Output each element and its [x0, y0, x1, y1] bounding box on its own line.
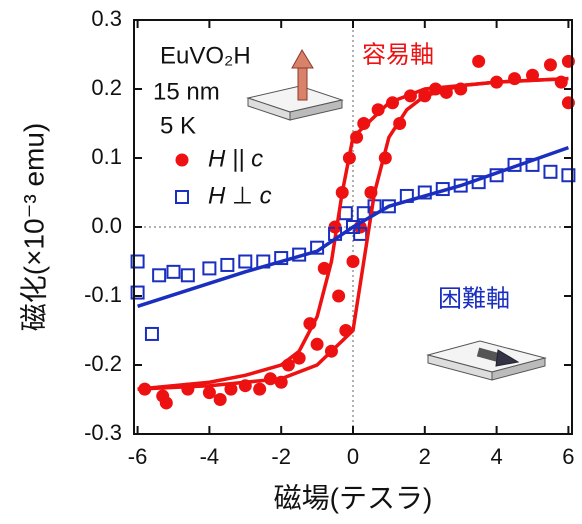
plot-frame: [133, 19, 573, 435]
data-point: [144, 326, 159, 341]
data-point: [238, 254, 253, 269]
data-point: [166, 264, 181, 279]
data-point: [357, 117, 371, 130]
y-tick-label: -0.1: [84, 282, 122, 307]
x-tick-label: 4: [490, 444, 502, 469]
annotation: 5 K: [160, 112, 196, 139]
data-point: [180, 268, 195, 283]
annotation: EuVO₂H: [160, 42, 251, 69]
data-point: [561, 168, 576, 183]
data-point: [338, 206, 353, 221]
data-point: [202, 386, 216, 400]
fit-line: [137, 145, 569, 309]
x-axis-label: 磁場(テスラ): [274, 482, 433, 513]
data-point: [310, 337, 324, 351]
arrow-shaft: [476, 347, 502, 363]
y-tick-label: 0.2: [91, 75, 122, 100]
legend-marker: [175, 153, 189, 167]
x-tick-label: 0: [347, 444, 359, 469]
y-axis-label: 磁化(×10⁻³ emu): [18, 123, 49, 332]
annotation: 15 nm: [153, 78, 220, 105]
data-point: [472, 54, 486, 68]
data-point: [353, 226, 368, 241]
annotation: 困難軸: [438, 285, 510, 312]
x-tick-label: -2: [271, 444, 291, 469]
data-point: [152, 268, 167, 283]
x-tick-label: 2: [419, 444, 431, 469]
data-point: [253, 382, 267, 396]
annotation: 容易軸: [362, 41, 434, 68]
easy-axis-icon: [246, 49, 344, 121]
x-tick-label: -6: [128, 444, 148, 469]
data-point: [224, 382, 238, 396]
y-tick-label: -0.2: [84, 351, 122, 376]
data-point: [220, 257, 235, 272]
data-point: [130, 285, 145, 300]
data-point: [526, 68, 540, 82]
legend-label: H || c: [208, 145, 263, 172]
data-point: [202, 261, 217, 276]
data-point: [332, 289, 346, 303]
x-tick-label: -4: [200, 444, 220, 469]
y-tick-label: 0.0: [91, 213, 122, 238]
y-tick-label: -0.3: [84, 420, 122, 445]
legend-marker: [175, 190, 189, 204]
data-point: [543, 164, 558, 179]
x-tick-label: 6: [562, 444, 574, 469]
hard-axis-icon: [426, 340, 547, 381]
fit-line: [137, 76, 569, 391]
data-point: [371, 103, 385, 117]
y-tick-label: 0.3: [91, 6, 122, 31]
data-point: [130, 254, 145, 269]
data-point: [543, 58, 557, 72]
legend-label: H ⊥ c: [208, 182, 272, 209]
data-point: [213, 393, 227, 406]
data-point: [346, 255, 360, 268]
y-tick-label: 0.1: [91, 144, 122, 169]
data-point: [159, 396, 173, 410]
